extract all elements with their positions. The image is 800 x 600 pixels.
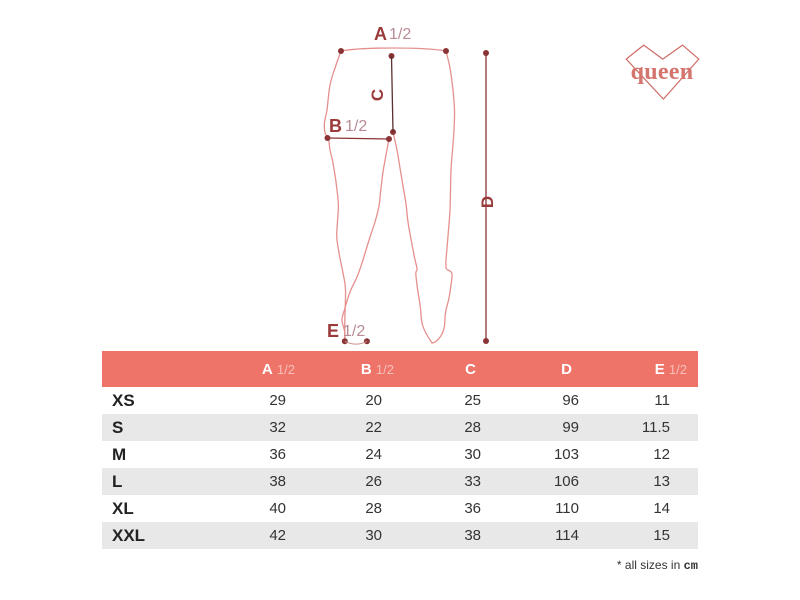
- svg-text:C: C: [368, 89, 387, 101]
- svg-text:1/2: 1/2: [389, 26, 411, 43]
- svg-text:D: D: [478, 196, 497, 208]
- svg-text:E: E: [327, 321, 339, 341]
- svg-text:B: B: [329, 116, 342, 136]
- svg-text:1/2: 1/2: [345, 118, 367, 135]
- svg-text:1/2: 1/2: [343, 323, 365, 340]
- svg-text:A: A: [374, 24, 387, 44]
- svg-text:queen: queen: [631, 59, 694, 85]
